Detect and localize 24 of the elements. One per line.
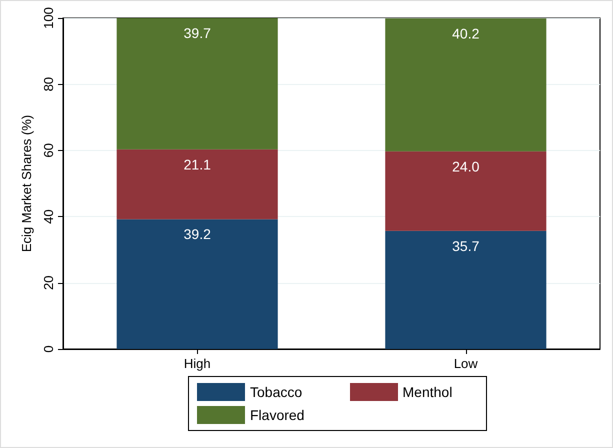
data-label: 40.2: [452, 25, 480, 42]
y-tick-label: 60: [41, 143, 56, 158]
data-label: 35.7: [452, 238, 480, 254]
bar: [385, 151, 546, 231]
y-tick-label: 100: [41, 7, 56, 29]
legend-label: Flavored: [250, 407, 304, 423]
bar: [116, 219, 278, 349]
y-tick-label: 40: [41, 209, 56, 224]
x-tick-label: High: [184, 356, 211, 371]
y-tick-label: 80: [41, 76, 56, 92]
legend-label: Tobacco: [250, 384, 302, 400]
bar: [116, 149, 278, 220]
x-tick-label: Low: [454, 356, 478, 371]
data-label: 24.0: [452, 158, 480, 174]
bar: [385, 230, 546, 349]
data-label: 39.2: [184, 226, 212, 242]
y-tick-label: 20: [41, 276, 56, 290]
y-axis-title: Ecig Market Shares (%): [19, 114, 34, 252]
bar: [116, 18, 278, 150]
legend-label: Menthol: [402, 384, 452, 400]
bar: [385, 18, 546, 152]
data-label: 21.1: [184, 156, 212, 172]
data-label: 39.7: [184, 25, 212, 41]
y-tick-label: 0: [41, 345, 56, 353]
